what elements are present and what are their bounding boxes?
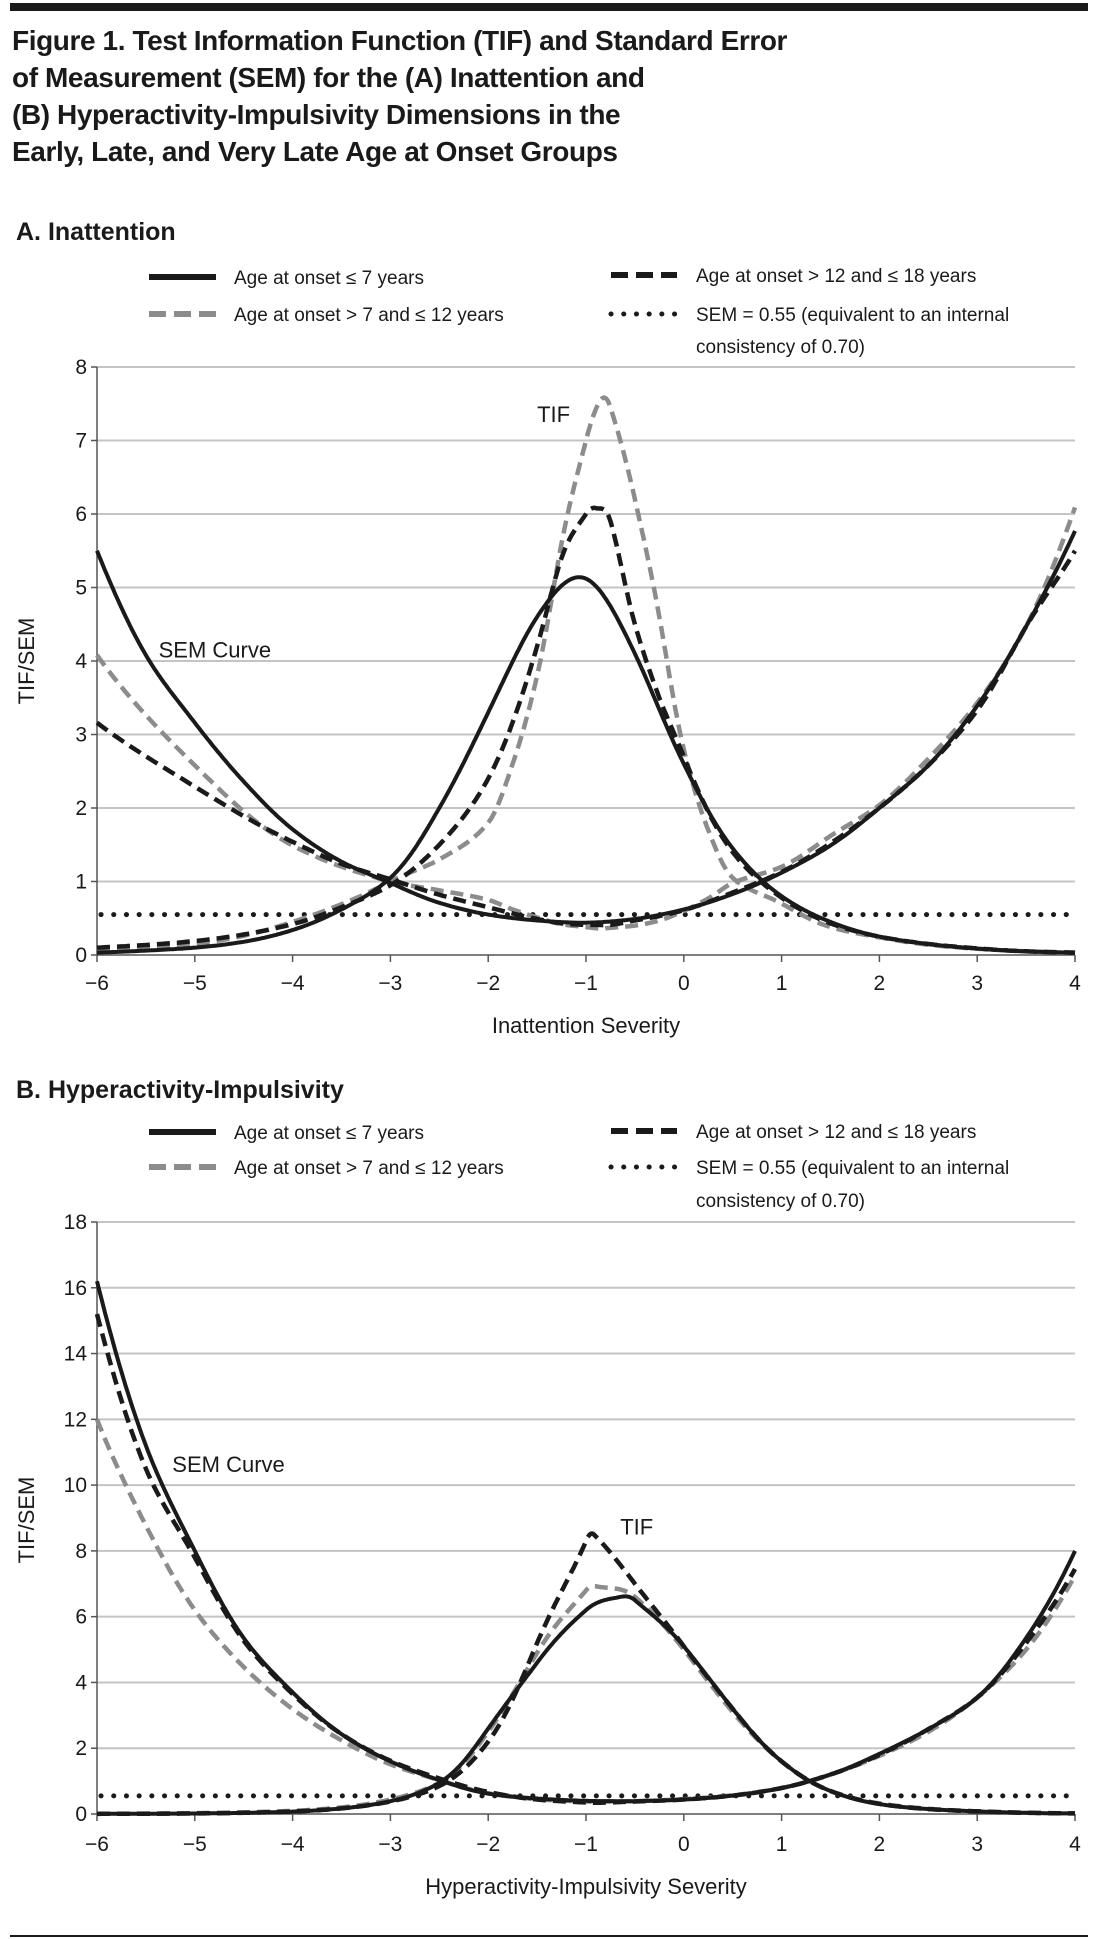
x-tick-label: −4 — [281, 1833, 305, 1856]
y-tick-label: 10 — [64, 1474, 87, 1497]
x-tick-label: −1 — [574, 972, 598, 995]
title-line: of Measurement (SEM) for the (A) Inatten… — [12, 62, 645, 93]
annotation-label: TIF — [537, 402, 570, 427]
y-tick-label: 4 — [75, 650, 87, 673]
tif-curve-very-late-onset — [96, 1531, 1076, 1817]
legend-label-sem-threshold: SEM = 0.55 (equivalent to an internal — [696, 305, 1009, 326]
legend-label-late: Age at onset > 7 and ≤ 12 years — [234, 305, 504, 326]
y-tick-label: 0 — [75, 944, 87, 967]
panel-b-y-axis-label: TIF/SEM — [14, 1477, 39, 1564]
panel-b-heading: B. Hyperactivity-Impulsivity — [16, 1076, 344, 1104]
figure-title: Figure 1. Test Information Function (TIF… — [12, 22, 787, 170]
tif-curve-very-late-onset — [96, 505, 1076, 955]
y-tick-label: 8 — [75, 356, 87, 379]
legend-label-very-late: Age at onset > 12 and ≤ 18 years — [696, 266, 976, 287]
y-tick-label: 16 — [64, 1277, 87, 1300]
y-tick-label: 14 — [64, 1343, 88, 1366]
title-line: (B) Hyperactivity-Impulsivity Dimensions… — [12, 99, 621, 130]
legend-label-early: Age at onset ≤ 7 years — [234, 1123, 424, 1144]
sem-curve-late-onset — [95, 506, 1078, 931]
legend-samples — [149, 272, 680, 317]
panel-a-legend: Age at onset ≤ 7 years Age at onset > 7 … — [234, 266, 1009, 358]
x-tick-label: 0 — [678, 972, 690, 995]
tif-curve-early-onset — [97, 1594, 1075, 1816]
legend-label-sem-threshold: SEM = 0.55 (equivalent to an internal — [696, 1158, 1009, 1179]
x-tick-label: −3 — [378, 972, 402, 995]
title-line: Early, Late, and Very Late Age at Onset … — [12, 136, 618, 167]
annotation-label: SEM Curve — [172, 1452, 284, 1477]
x-tick-label: 1 — [776, 972, 788, 995]
y-tick-label: 8 — [75, 1540, 87, 1563]
x-tick-label: 3 — [971, 1833, 983, 1856]
y-tick-label: 3 — [75, 724, 87, 747]
y-tick-label: 2 — [75, 797, 87, 820]
y-tick-label: 7 — [75, 430, 87, 453]
x-tick-label: 1 — [776, 1833, 788, 1856]
y-tick-label: 6 — [75, 1606, 87, 1629]
x-tick-label: 2 — [874, 1833, 886, 1856]
y-tick-label: 6 — [75, 503, 87, 526]
panel-a-heading: A. Inattention — [16, 218, 176, 246]
y-tick-label: 1 — [75, 871, 87, 894]
sem-curve-early-onset — [95, 1280, 1077, 1804]
legend-label-sem-threshold-cont: consistency of 0.70) — [696, 337, 865, 358]
annotation-label: SEM Curve — [159, 637, 271, 662]
x-tick-label: 4 — [1069, 972, 1081, 995]
x-tick-label: 0 — [678, 1833, 690, 1856]
annotation-label: TIF — [620, 1514, 653, 1539]
x-tick-label: −5 — [183, 972, 207, 995]
x-tick-label: −1 — [574, 1833, 598, 1856]
legend-label-late: Age at onset > 7 and ≤ 12 years — [234, 1158, 504, 1179]
x-tick-label: −3 — [378, 1833, 402, 1856]
panel-a-x-axis-label: Inattention Severity — [492, 1013, 680, 1038]
tif-curve-early-onset — [96, 575, 1076, 955]
x-tick-label: −4 — [281, 972, 305, 995]
y-tick-label: 2 — [75, 1737, 87, 1760]
sem-curve-early-onset — [95, 530, 1077, 925]
tif-curve-late-onset — [96, 1583, 1076, 1817]
legend-label-very-late: Age at onset > 12 and ≤ 18 years — [696, 1122, 976, 1143]
legend-samples — [149, 1128, 680, 1170]
panel-b-legend: Age at onset ≤ 7 years Age at onset > 7 … — [234, 1122, 1009, 1212]
bottom-rule — [10, 1935, 1088, 1937]
tif-curve-late-onset — [96, 395, 1076, 956]
y-tick-label: 18 — [64, 1211, 87, 1234]
y-tick-label: 4 — [75, 1671, 87, 1694]
legend-label-early: Age at onset ≤ 7 years — [234, 268, 424, 289]
x-tick-label: −5 — [183, 1833, 207, 1856]
title-line: Figure 1. Test Information Function (TIF… — [12, 25, 788, 56]
y-tick-label: 12 — [64, 1408, 87, 1431]
x-tick-label: −2 — [476, 972, 500, 995]
x-tick-label: 2 — [874, 972, 886, 995]
top-rule — [10, 3, 1088, 11]
y-tick-label: 0 — [75, 1803, 87, 1826]
sem-curve-very-late-onset — [95, 549, 1077, 928]
x-tick-label: −6 — [85, 972, 109, 995]
panel-a-y-axis-label: TIF/SEM — [14, 618, 39, 705]
x-tick-label: 3 — [971, 972, 983, 995]
x-tick-label: −6 — [85, 1833, 109, 1856]
panel-b-x-axis-label: Hyperactivity-Impulsivity Severity — [425, 1874, 747, 1899]
sem-curve-late-onset — [94, 1418, 1077, 1804]
x-tick-label: −2 — [476, 1833, 500, 1856]
legend-label-sem-threshold-cont: consistency of 0.70) — [696, 1191, 865, 1212]
x-tick-label: 4 — [1069, 1833, 1081, 1856]
panel-a-plot: 0 1 2 3 4 5 6 7 8 −6 −5 −4 −3 −2 −1 0 1 2 3 4 TIF SEM Curve — [75, 356, 1081, 995]
y-tick-label: 5 — [75, 577, 87, 600]
